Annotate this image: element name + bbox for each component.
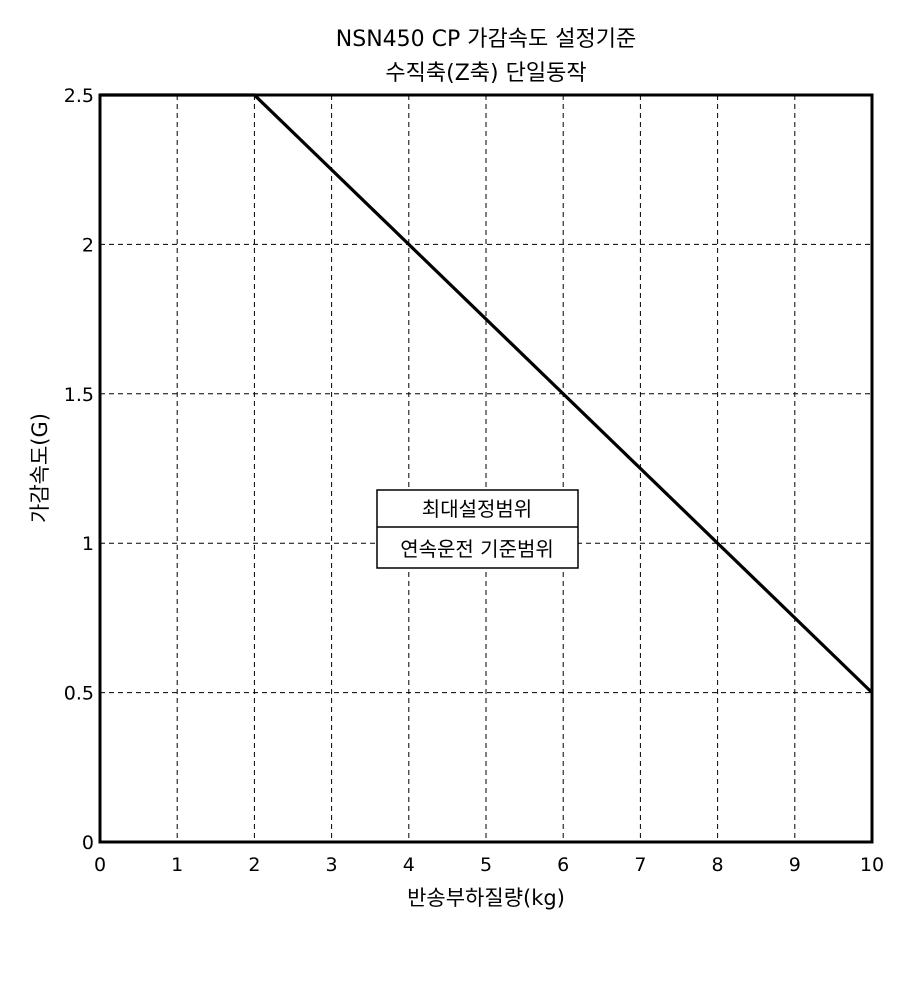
y-tick-label: 2.5 bbox=[64, 85, 94, 107]
max-setting-range-label: 최대설정범위 bbox=[422, 497, 532, 521]
x-tick-label: 6 bbox=[557, 854, 569, 876]
x-tick-label: 3 bbox=[326, 854, 338, 876]
x-axis-label: 반송부하질량(kg) bbox=[407, 886, 565, 910]
x-tick-label: 2 bbox=[248, 854, 260, 876]
y-tick-label: 2 bbox=[82, 234, 94, 256]
grid-lines bbox=[100, 95, 872, 842]
chart-title: NSN450 CP 가감속도 설정기준 bbox=[336, 27, 636, 52]
x-tick-label: 5 bbox=[480, 854, 492, 876]
y-tick-label: 1 bbox=[82, 533, 94, 555]
y-tick-label: 0.5 bbox=[64, 683, 94, 705]
x-tick-label: 7 bbox=[634, 854, 646, 876]
x-tick-label: 10 bbox=[860, 854, 884, 876]
x-tick-label: 4 bbox=[403, 854, 415, 876]
y-axis-label: 가감속도(G) bbox=[28, 413, 52, 523]
x-tick-label: 0 bbox=[94, 854, 106, 876]
x-tick-label: 9 bbox=[789, 854, 801, 876]
chart-subtitle: 수직축(Z축) 단일동작 bbox=[385, 61, 586, 86]
plot-frame bbox=[98, 93, 874, 844]
y-tick-label: 0 bbox=[82, 832, 94, 854]
range-legend-box: 최대설정범위 연속운전 기준범위 bbox=[376, 489, 579, 569]
x-tick-label: 8 bbox=[712, 854, 724, 876]
y-tick-labels: 0 0.5 1 1.5 2 2.5 bbox=[64, 85, 94, 854]
range-box-frame bbox=[376, 489, 579, 569]
x-tick-label: 1 bbox=[171, 854, 183, 876]
x-tick-labels: 0 1 2 3 4 5 6 7 8 9 10 bbox=[94, 854, 884, 876]
continuous-operation-range-label: 연속운전 기준범위 bbox=[400, 537, 554, 561]
y-tick-label: 1.5 bbox=[64, 384, 94, 406]
